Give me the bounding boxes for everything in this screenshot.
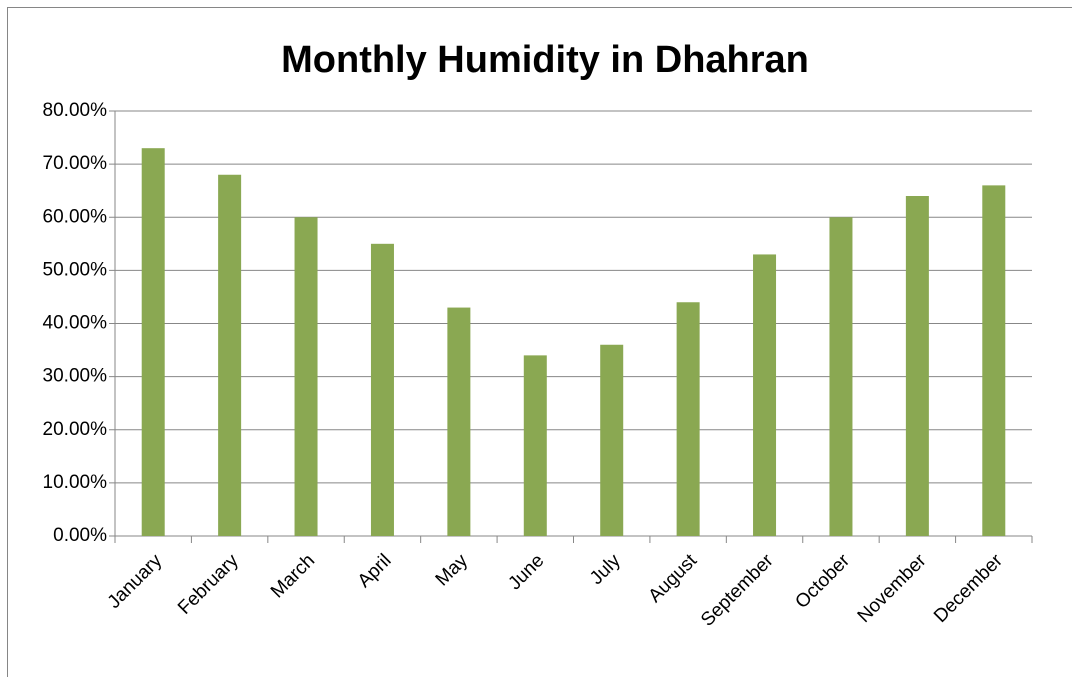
bar [218, 175, 241, 536]
bar [447, 308, 470, 536]
bar [600, 345, 623, 536]
bar [295, 217, 318, 536]
bar [677, 302, 700, 536]
y-tick-label: 50.00% [43, 259, 108, 280]
chart-title: Monthly Humidity in Dhahran [281, 39, 809, 81]
y-tick-label: 10.00% [43, 472, 108, 493]
y-tick-label: 30.00% [43, 366, 108, 387]
bar [524, 355, 547, 536]
y-tick-label: 20.00% [43, 419, 108, 440]
y-tick-label: 60.00% [43, 206, 108, 227]
y-tick-label: 80.00% [43, 100, 108, 121]
bar [829, 217, 852, 536]
bar [982, 185, 1005, 536]
y-tick-label: 40.00% [43, 313, 108, 334]
bar [371, 244, 394, 536]
y-tick-label: 70.00% [43, 153, 108, 174]
bar [906, 196, 929, 536]
bar [142, 148, 165, 536]
y-tick-label: 0.00% [53, 525, 107, 546]
bar [753, 254, 776, 536]
